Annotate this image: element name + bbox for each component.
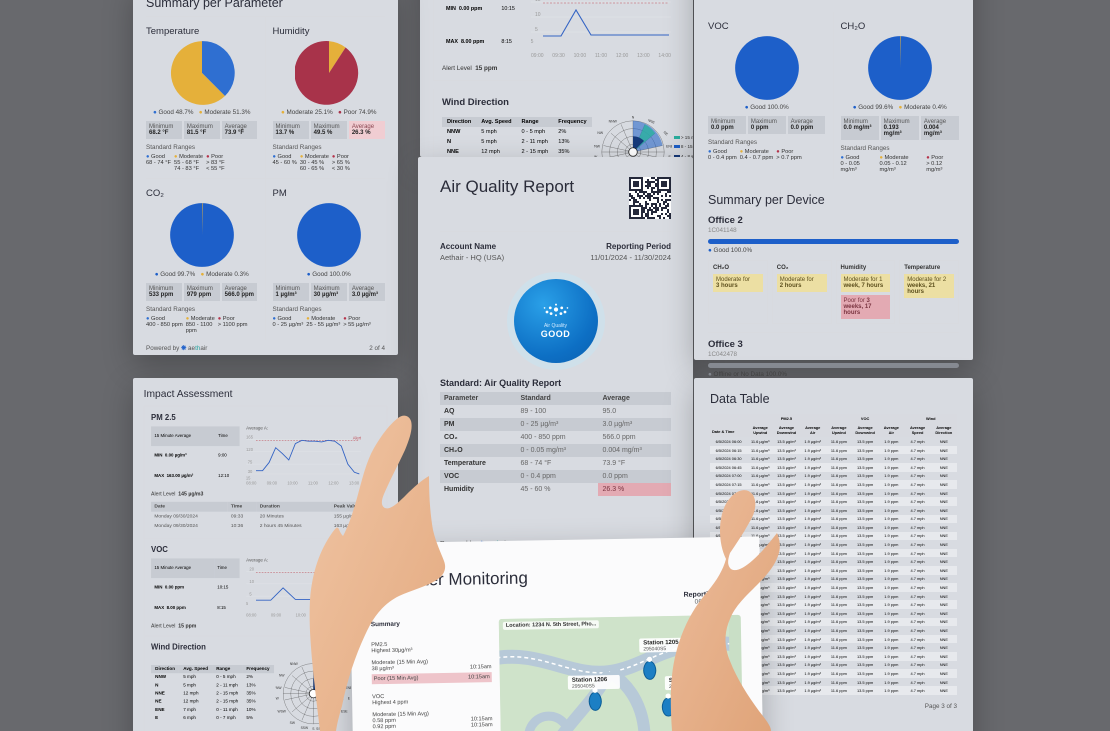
svg-text:NNE: NNE xyxy=(647,118,656,125)
svg-text:S: S xyxy=(312,727,315,731)
svg-text:WNW: WNW xyxy=(594,144,601,148)
svg-text:NE: NE xyxy=(662,130,669,137)
svg-text:295040S5: 295040S5 xyxy=(643,646,666,652)
svg-text:NNE: NNE xyxy=(327,661,336,668)
svg-text:NW: NW xyxy=(597,131,603,135)
svg-text:ESE: ESE xyxy=(341,710,348,714)
svg-text:NE: NE xyxy=(342,673,349,680)
svg-text:295040S5: 295040S5 xyxy=(669,684,692,690)
svg-text:SW: SW xyxy=(289,721,295,725)
svg-text:10: 10 xyxy=(535,12,541,18)
svg-text:5: 5 xyxy=(535,27,538,33)
svg-text:SSW: SSW xyxy=(300,726,308,730)
svg-text:WSW: WSW xyxy=(277,710,286,714)
svg-text:SE: SE xyxy=(330,721,335,725)
svg-text:NNW: NNW xyxy=(608,119,617,123)
svg-text:165: 165 xyxy=(246,435,254,440)
svg-text:75: 75 xyxy=(248,459,253,464)
svg-text:ENE: ENE xyxy=(666,144,672,148)
svg-text:5: 5 xyxy=(249,591,252,596)
svg-text:Alert: Alert xyxy=(353,436,361,441)
svg-text:295040S5: 295040S5 xyxy=(572,683,595,689)
svg-text:-5: -5 xyxy=(531,39,534,45)
svg-text:15: 15 xyxy=(535,0,541,3)
svg-text:W: W xyxy=(275,697,279,701)
svg-text:30: 30 xyxy=(248,469,253,474)
svg-text:-5: -5 xyxy=(246,601,249,606)
svg-text:NW: NW xyxy=(279,673,285,677)
svg-text:N: N xyxy=(312,658,315,662)
svg-text:10: 10 xyxy=(249,579,254,584)
svg-text:WNW: WNW xyxy=(275,686,282,690)
svg-text:E: E xyxy=(347,697,350,701)
svg-text:NNW: NNW xyxy=(289,662,298,666)
svg-text:ENE: ENE xyxy=(345,686,351,690)
svg-text:20: 20 xyxy=(249,567,254,572)
svg-text:120: 120 xyxy=(246,447,254,452)
svg-text:N: N xyxy=(631,115,634,119)
svg-text:-15: -15 xyxy=(246,476,251,481)
svg-text:SSE: SSE xyxy=(316,727,323,731)
